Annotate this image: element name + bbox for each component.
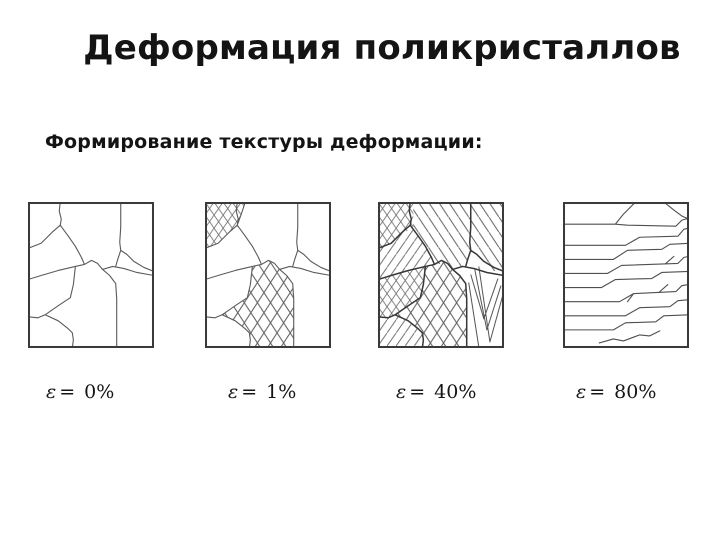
grain-structure-undeformed-image <box>28 202 154 348</box>
strain-label-e0: ε = 0% <box>46 381 114 403</box>
strain-value: = 40% <box>409 381 477 403</box>
slide-subtitle: Формирование текстуры деформации: <box>45 131 483 153</box>
strain-value: = 80% <box>589 381 657 403</box>
strain-label-e80: ε = 80% <box>576 381 656 403</box>
micrograph-panel-e80 <box>563 202 689 348</box>
grain-structure-elongated-image <box>563 202 689 348</box>
micrograph-panel-e0 <box>28 202 154 348</box>
epsilon-symbol: ε <box>396 381 407 403</box>
slide-title: Деформация поликристаллов <box>83 28 681 68</box>
strain-value: = 0% <box>59 381 115 403</box>
grain-structure-dense-slip-image <box>378 202 504 348</box>
epsilon-symbol: ε <box>228 381 239 403</box>
grain-structure-first-slip-image <box>205 202 331 348</box>
epsilon-symbol: ε <box>46 381 57 403</box>
strain-label-e40: ε = 40% <box>396 381 476 403</box>
strain-value: = 1% <box>241 381 297 403</box>
micrograph-panel-e40 <box>378 202 504 348</box>
micrograph-panel-e1 <box>205 202 331 348</box>
epsilon-symbol: ε <box>576 381 587 403</box>
strain-label-e1: ε = 1% <box>228 381 296 403</box>
